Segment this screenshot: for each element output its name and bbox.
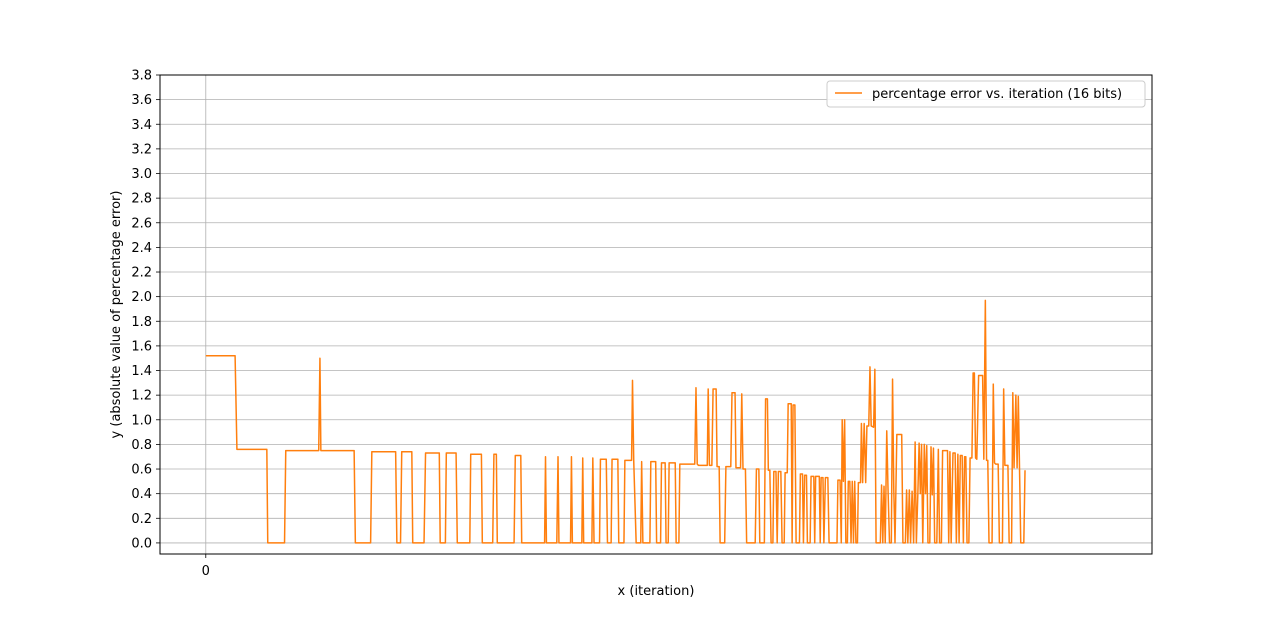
legend-label: percentage error vs. iteration (16 bits) <box>872 87 1122 102</box>
y-tick-label: 2.6 <box>131 216 152 231</box>
y-tick-label: 2.4 <box>131 241 152 256</box>
x-axis-label: x (iteration) <box>618 584 695 599</box>
y-tick-label: 3.8 <box>131 69 152 84</box>
y-tick-label: 1.0 <box>131 413 152 428</box>
y-tick-label: 0.4 <box>131 487 152 502</box>
y-tick-label: 1.4 <box>131 364 152 379</box>
x-axis: 0 <box>202 554 210 579</box>
y-tick-label: 0.0 <box>131 536 152 551</box>
y-tick-label: 2.2 <box>131 266 152 281</box>
x-tick-label: 0 <box>202 564 210 579</box>
series-line-0 <box>205 299 1026 544</box>
y-tick-label: 1.2 <box>131 389 152 404</box>
legend: percentage error vs. iteration (16 bits) <box>826 80 1146 108</box>
y-tick-label: 3.4 <box>131 118 152 133</box>
plot-frame <box>159 74 1153 555</box>
y-tick-label: 3.2 <box>131 142 152 157</box>
y-tick-label: 1.6 <box>131 339 152 354</box>
y-tick-label: 0.2 <box>131 512 152 527</box>
y-tick-label: 2.8 <box>131 192 152 207</box>
legend-box <box>826 80 1146 108</box>
y-axis-label: y (absolute value of percentage error) <box>109 191 124 439</box>
y-tick-label: 3.6 <box>131 93 152 108</box>
y-tick-label: 0.6 <box>131 463 152 478</box>
y-tick-label: 1.8 <box>131 315 152 330</box>
y-tick-label: 3.0 <box>131 167 152 182</box>
series-layer <box>205 299 1026 544</box>
y-tick-label: 2.0 <box>131 290 152 305</box>
y-tick-label: 0.8 <box>131 438 152 453</box>
y-axis: 0.0 0.2 0.4 0.6 0.8 1.0 1.2 1.4 1.6 1.8 2.0 2.2 2.4 2… <box>131 69 160 551</box>
